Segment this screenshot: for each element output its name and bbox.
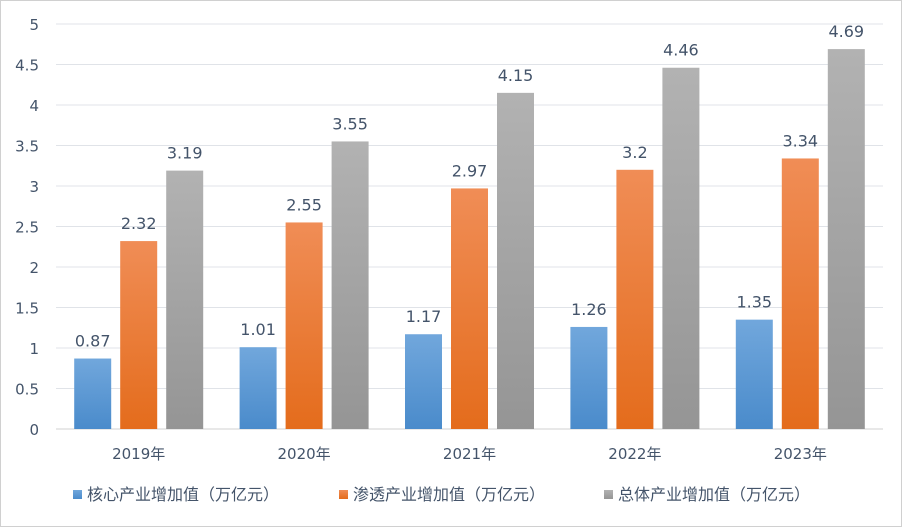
data-label: 4.15: [498, 66, 534, 85]
x-tick-label: 2021年: [443, 445, 496, 463]
y-tick-label: 1.5: [15, 300, 39, 318]
bar: [827, 49, 865, 430]
bar: [120, 241, 158, 429]
legend-label: 渗透产业增加值（万亿元）: [353, 485, 545, 504]
data-label: 1.26: [571, 300, 607, 319]
data-label: 3.34: [782, 131, 818, 150]
y-tick-label: 2: [29, 259, 39, 277]
legend-swatch: [604, 490, 613, 499]
y-tick-label: 1: [29, 340, 39, 358]
bar: [781, 158, 819, 429]
y-tick-label: 3.5: [15, 138, 39, 156]
data-label: 1.01: [240, 320, 276, 339]
data-label: 2.55: [286, 195, 322, 214]
y-tick-label: 4.5: [15, 57, 39, 75]
data-label: 4.69: [828, 22, 864, 41]
bar: [735, 319, 773, 429]
bar: [616, 169, 654, 430]
y-tick-label: 2.5: [15, 219, 39, 237]
legend-label: 核心产业增加值（万亿元）: [87, 485, 279, 504]
legend-swatch: [73, 490, 82, 499]
data-label: 4.46: [663, 41, 699, 60]
bar: [451, 188, 488, 429]
data-label: 3.2: [622, 143, 647, 162]
data-label: 2.32: [121, 214, 157, 233]
y-tick-label: 0: [29, 421, 39, 439]
data-label: 3.19: [167, 144, 203, 163]
bar: [74, 358, 112, 429]
bar: [285, 222, 323, 429]
bar: [405, 334, 442, 429]
data-label: 2.97: [452, 161, 488, 180]
y-tick-label: 5: [29, 16, 39, 34]
bar: [331, 141, 369, 429]
data-label: 1.17: [406, 307, 442, 326]
data-label: 0.87: [75, 332, 111, 351]
y-tick-label: 0.5: [15, 381, 39, 399]
legend-swatch: [339, 490, 348, 499]
legend-label: 总体产业增加值（万亿元）: [618, 485, 810, 504]
data-label: 1.35: [736, 293, 772, 312]
bar: [570, 326, 608, 429]
bar: [166, 170, 204, 430]
bar: [497, 92, 534, 429]
bar: [239, 347, 277, 429]
x-tick-label: 2023年: [774, 445, 827, 463]
data-label: 3.55: [332, 114, 368, 133]
x-tick-label: 2019年: [112, 445, 165, 463]
x-tick-label: 2022年: [608, 445, 661, 463]
bar: [662, 67, 700, 430]
y-tick-label: 4: [29, 97, 39, 115]
y-tick-label: 3: [29, 178, 39, 196]
x-tick-label: 2020年: [278, 445, 331, 463]
